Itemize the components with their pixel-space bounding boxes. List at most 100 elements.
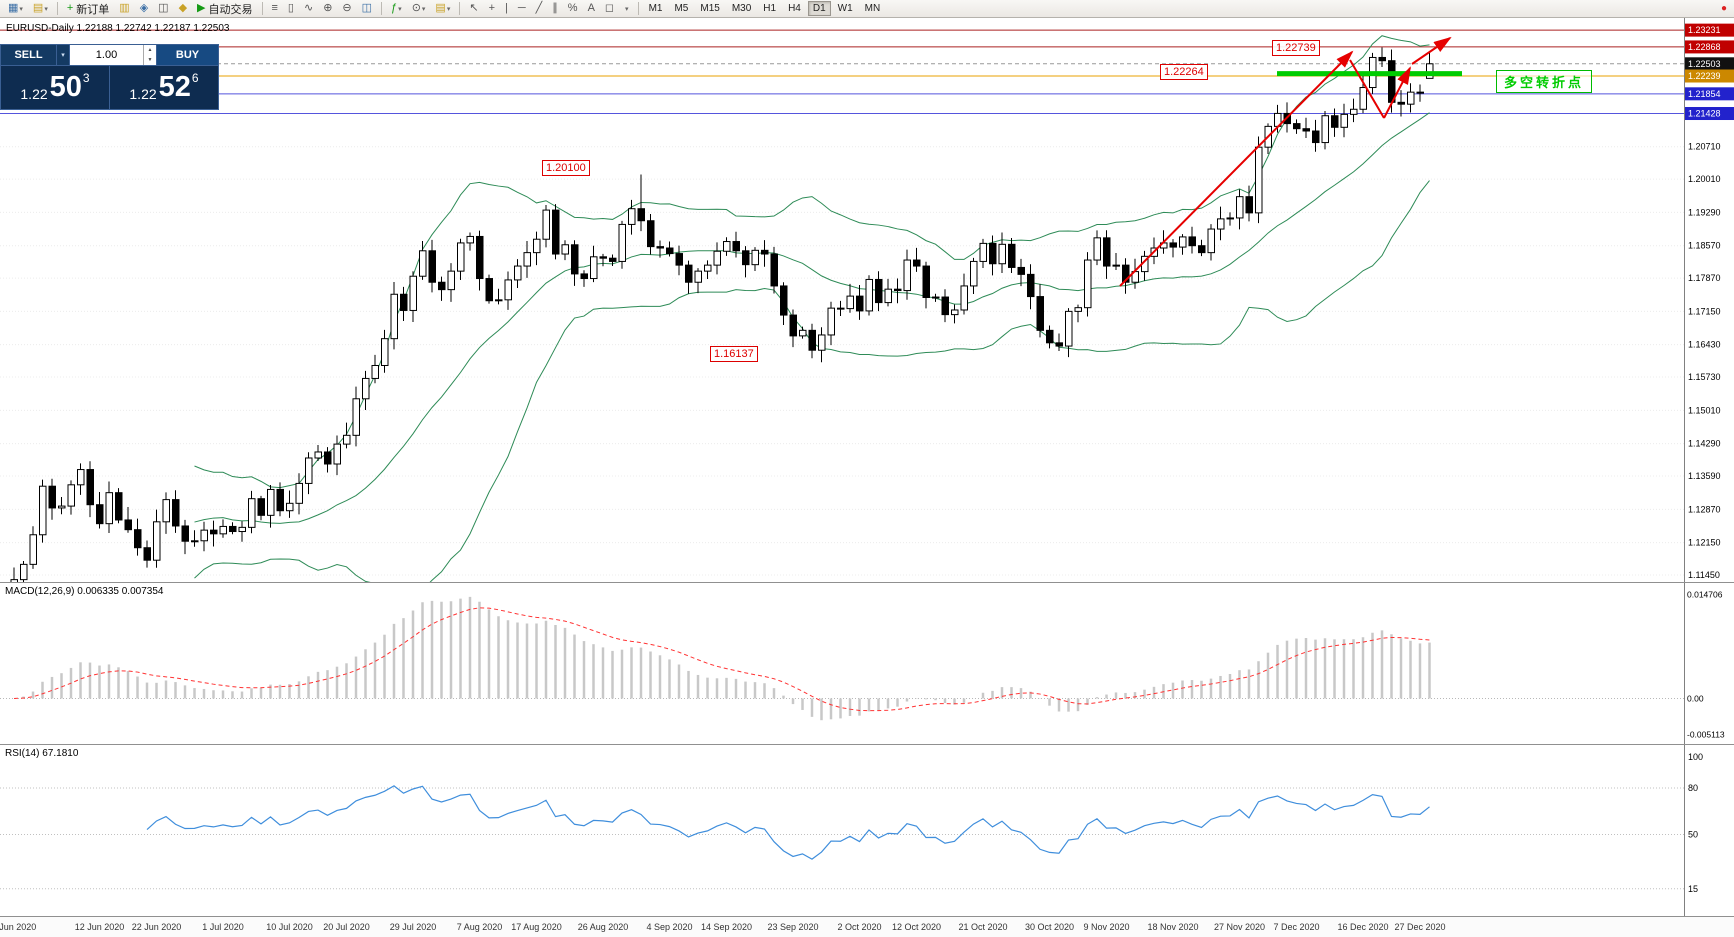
timeframe-h4[interactable]: H4 — [788, 3, 801, 14]
trendline-tool-button[interactable]: ╱ — [532, 1, 547, 17]
date-label: 12 Jun 2020 — [74, 922, 125, 932]
vertical-line-tool-button[interactable]: | — [501, 1, 512, 17]
date-label: 30 Oct 2020 — [1024, 922, 1075, 932]
svg-text:1.21854: 1.21854 — [1688, 89, 1721, 99]
macd-plot[interactable]: 0.014706 0.00 -0.005113 — [0, 583, 1734, 744]
sell-price-prefix: 1.22 — [20, 86, 48, 102]
date-label: 1 Jun 2020 — [0, 922, 37, 932]
arrows-tool-button[interactable]: ▾ — [620, 1, 633, 17]
profiles-button[interactable]: ▤ ▾ — [29, 1, 52, 17]
fibonacci-tool-button[interactable]: % — [564, 1, 582, 17]
strategy-tester-button[interactable]: ◆ — [175, 1, 191, 17]
date-label: 10 Jul 2020 — [266, 922, 313, 932]
date-label: 9 Nov 2020 — [1083, 922, 1130, 932]
chevron-down-icon: ▾ — [398, 5, 402, 13]
bar-chart-mode-button[interactable]: ≡ — [268, 1, 282, 17]
periods-button[interactable]: ⊙ ▾ — [408, 1, 430, 17]
horizontal-line-icon: ─ — [517, 2, 526, 14]
play-icon: ▶ — [197, 2, 206, 14]
market-watch-icon: ▥ — [119, 2, 130, 14]
macd-panel[interactable]: MACD(12,26,9) 0.006335 0.007354 0.014706… — [0, 582, 1734, 744]
buy-price-button[interactable]: 1.22 52 6 — [110, 66, 218, 109]
buy-price-pips: 52 — [158, 71, 191, 103]
tile-windows-button[interactable]: ◫ — [358, 1, 376, 17]
svg-text:0.00: 0.00 — [1687, 693, 1704, 703]
one-click-trading-panel: SELL ▾ 1.00 ▲ ▼ BUY 1.22 50 3 1.22 52 6 — [0, 44, 219, 110]
rsi-panel[interactable]: RSI(14) 67.1810 100 80 50 15 — [0, 744, 1734, 916]
channel-tool-button[interactable]: ∥ — [548, 1, 562, 17]
turning-point-annotation: 多空转折点 — [1496, 70, 1593, 93]
svg-text:1.15010: 1.15010 — [1688, 405, 1721, 415]
svg-text:-0.005113: -0.005113 — [1687, 730, 1725, 740]
date-label: 22 Jun 2020 — [131, 922, 182, 932]
volume-input[interactable]: 1.00 — [95, 49, 118, 61]
timeframe-group: M1 M5 M15 M30 H1 H4 D1 W1 MN — [643, 1, 887, 16]
text-tool-button[interactable]: A — [584, 1, 599, 17]
spin-up-icon[interactable]: ▲ — [147, 47, 153, 53]
sell-button[interactable]: SELL — [1, 45, 57, 65]
date-label: 17 Aug 2020 — [511, 922, 562, 932]
new-order-button[interactable]: + 新订单 — [63, 1, 113, 17]
svg-text:1.12150: 1.12150 — [1688, 538, 1721, 548]
label-tool-icon: ◻ — [604, 2, 615, 14]
order-type-dropdown[interactable]: ▾ — [57, 45, 70, 65]
svg-text:0.014706: 0.014706 — [1687, 590, 1723, 600]
autotrading-button[interactable]: ▶ 自动交易 — [193, 1, 256, 17]
horizontal-line-tool-button[interactable]: ─ — [514, 1, 530, 17]
new-chart-button[interactable]: ▦ ▾ — [4, 1, 27, 17]
timeframe-mn[interactable]: MN — [864, 3, 881, 14]
buy-button[interactable]: BUY — [156, 45, 218, 65]
timeframe-m5[interactable]: M5 — [674, 3, 689, 14]
sell-price-pips: 50 — [49, 71, 82, 103]
rsi-plot[interactable]: 100 80 50 15 — [0, 745, 1734, 916]
sell-price-button[interactable]: 1.22 50 3 — [1, 66, 110, 109]
date-label: 18 Nov 2020 — [1147, 922, 1199, 932]
toolbar-separator — [381, 2, 383, 15]
svg-text:1.17870: 1.17870 — [1688, 273, 1721, 283]
indicators-icon: ƒ — [391, 2, 398, 14]
spin-down-icon[interactable]: ▼ — [147, 57, 153, 63]
autotrading-label: 自动交易 — [208, 3, 253, 16]
templates-button[interactable]: ▤ ▾ — [431, 1, 454, 17]
crosshair-icon: + — [488, 2, 495, 14]
svg-text:1.23231: 1.23231 — [1688, 25, 1721, 35]
timeframe-m15[interactable]: M15 — [700, 3, 720, 14]
date-label: 14 Sep 2020 — [700, 922, 753, 932]
cursor-icon: ↖ — [469, 2, 479, 14]
terminal-icon: ◫ — [158, 2, 169, 14]
chevron-down-icon: ▾ — [421, 5, 426, 13]
cursor-tool-button[interactable]: ↖ — [465, 1, 482, 17]
timeframe-m1[interactable]: M1 — [648, 3, 663, 14]
timeframe-w1[interactable]: W1 — [837, 3, 853, 14]
price-annotation: 1.22739 — [1272, 40, 1320, 56]
tile-windows-icon: ◫ — [361, 2, 373, 14]
price-chart[interactable]: 1.20710 1.20010 1.19290 1.18570 1.17870 1.171… — [0, 18, 1734, 582]
navigator-button[interactable]: ◈ — [136, 1, 152, 17]
templates-icon: ▤ — [435, 2, 446, 14]
volume-stepper[interactable]: ▲ ▼ — [143, 45, 156, 65]
zoom-in-button[interactable]: ⊕ — [319, 1, 336, 17]
crosshair-tool-button[interactable]: + — [485, 1, 499, 17]
line-chart-mode-button[interactable]: ∿ — [300, 1, 317, 17]
timeframe-d1[interactable]: D1 — [807, 1, 831, 16]
svg-text:1.20710: 1.20710 — [1688, 142, 1721, 152]
label-tool-button[interactable]: ◻ — [601, 1, 618, 17]
market-watch-button[interactable]: ▥ — [115, 1, 133, 17]
main-chart-panel[interactable]: EURUSD-Daily 1.22188 1.22742 1.22187 1.2… — [0, 18, 1734, 582]
timeframe-m30[interactable]: M30 — [731, 3, 752, 14]
indicators-button[interactable]: ƒ ▾ — [387, 1, 406, 17]
date-label: 20 Jul 2020 — [323, 922, 370, 932]
zoom-out-button[interactable]: ⊖ — [338, 1, 355, 17]
candlestick-mode-button[interactable]: ▯ — [284, 1, 298, 17]
price-annotation: 1.16137 — [710, 346, 758, 362]
date-label: 4 Sep 2020 — [646, 922, 693, 932]
svg-text:1.18570: 1.18570 — [1688, 241, 1721, 251]
timeframe-h1[interactable]: H1 — [763, 3, 777, 14]
date-label: 2 Oct 2020 — [837, 922, 882, 932]
terminal-button[interactable]: ◫ — [154, 1, 172, 17]
candlestick-icon: ▯ — [287, 2, 294, 14]
svg-text:1.22239: 1.22239 — [1688, 71, 1721, 81]
buy-price-prefix: 1.22 — [129, 86, 157, 102]
date-axis[interactable]: 1 Jun 2020 12 Jun 2020 22 Jun 2020 1 Jul 20… — [0, 916, 1734, 937]
svg-text:1.14290: 1.14290 — [1688, 439, 1721, 449]
